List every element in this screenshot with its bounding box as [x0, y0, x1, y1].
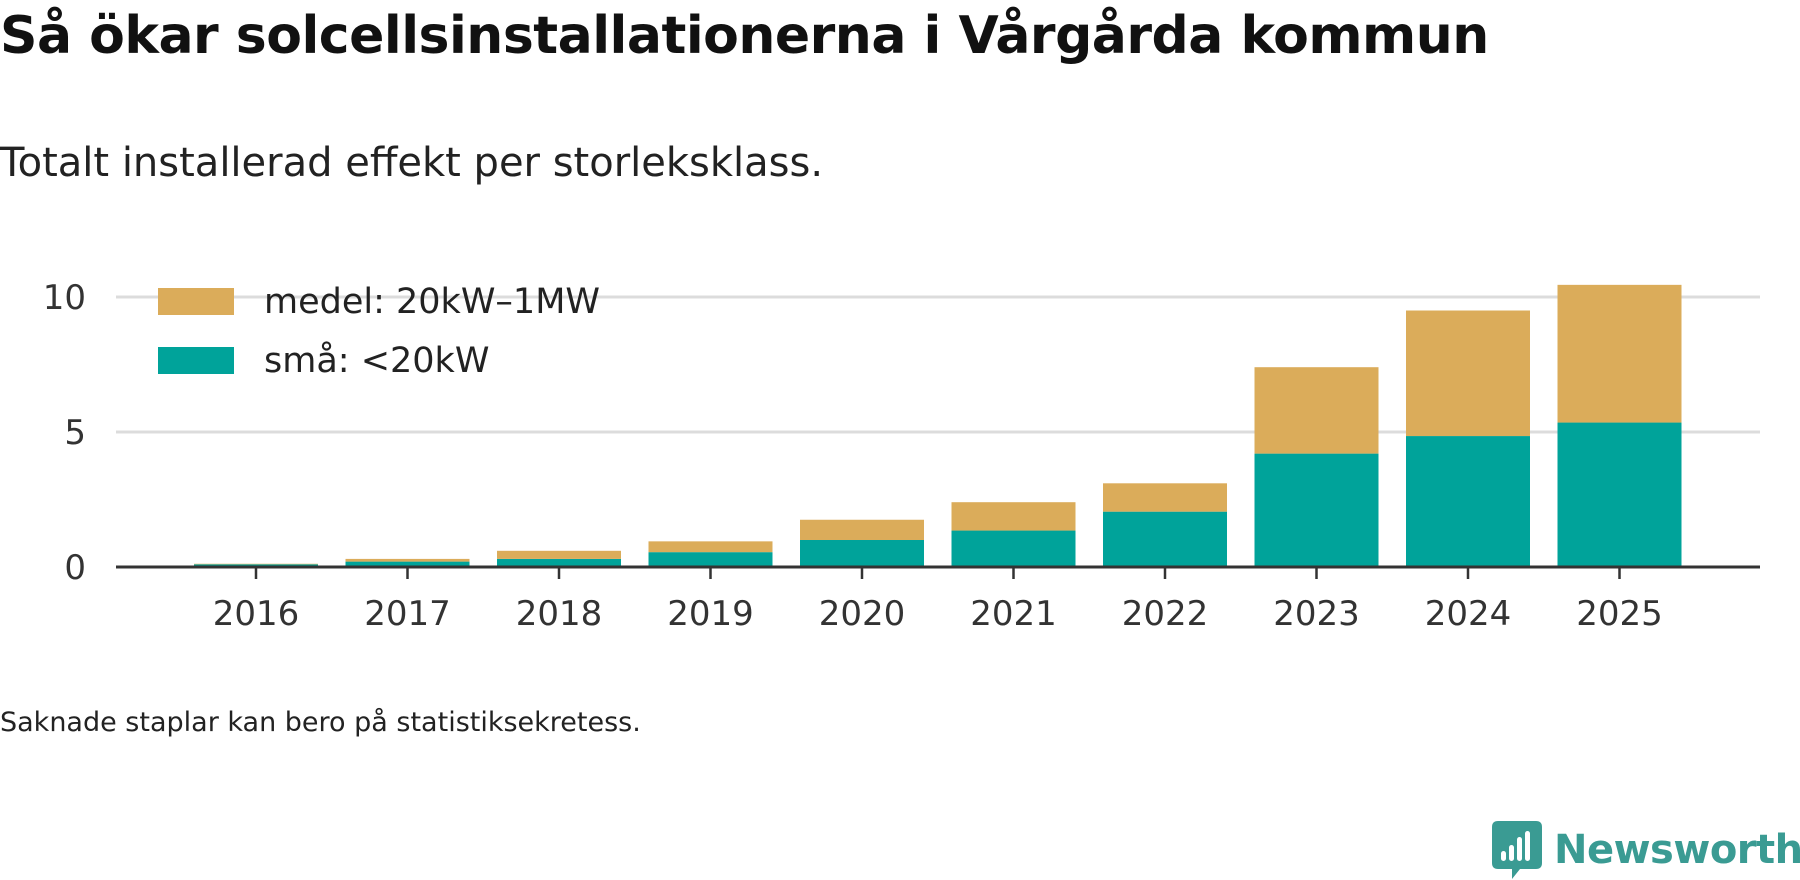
- bar-segment: [1103, 483, 1227, 512]
- x-tick-label: 2021: [970, 594, 1057, 634]
- legend-swatch: [158, 288, 234, 315]
- x-tick-label: 2019: [667, 594, 754, 634]
- bar-segment: [951, 502, 1076, 531]
- bar-segment: [1406, 436, 1530, 567]
- y-tick-label: 10: [43, 278, 86, 318]
- bar-segment: [1557, 284, 1682, 423]
- x-tick-label: 2024: [1425, 594, 1512, 634]
- bar-segment: [1254, 453, 1379, 567]
- newsworthy-logo-icon: [1492, 821, 1542, 879]
- bar-segment: [194, 563, 318, 565]
- bars: [194, 284, 1682, 567]
- brand-name: Newsworthy: [1554, 827, 1800, 873]
- bar-segment: [345, 561, 470, 567]
- bar-segment: [1254, 367, 1379, 454]
- bar-segment: [648, 541, 773, 553]
- bar-segment: [1557, 422, 1682, 567]
- bar-segment: [951, 530, 1076, 567]
- bar-segment: [497, 558, 621, 567]
- bar-segment: [1406, 310, 1530, 437]
- bar-chart: 0 5 10 2016 2017 2018 2019 2020 2021 2022 2023 2024…: [43, 278, 1760, 634]
- x-tick-label: 2025: [1576, 594, 1663, 634]
- legend-label: medel: 20kW–1MW: [264, 282, 600, 322]
- axes: 0 5 10 2016 2017 2018 2019 2020 2021 2022 2023 2024…: [43, 278, 1760, 634]
- chart-title: Så ökar solcellsinstallationerna i Vårgå…: [0, 6, 1489, 66]
- footnote: Saknade staplar kan bero på statistiksek…: [0, 707, 641, 738]
- x-tick-label: 2016: [213, 594, 300, 634]
- x-tick-label: 2023: [1273, 594, 1360, 634]
- bar-segment: [345, 558, 470, 562]
- bar-segment: [800, 519, 924, 540]
- x-tick-label: 2018: [516, 594, 603, 634]
- bar-segment: [648, 552, 773, 567]
- x-tick-label: 2020: [819, 594, 906, 634]
- legend: medel: 20kW–1MW små: <20kW: [158, 282, 600, 381]
- chart-subtitle: Totalt installerad effekt per storlekskl…: [0, 140, 824, 186]
- y-tick-label: 0: [64, 548, 86, 588]
- x-tick-label: 2022: [1122, 594, 1209, 634]
- y-tick-label: 5: [64, 413, 86, 453]
- bar-segment: [800, 540, 924, 567]
- bar-segment: [1103, 511, 1227, 567]
- bar-segment: [497, 550, 621, 559]
- legend-swatch: [158, 347, 234, 374]
- x-tick-label: 2017: [364, 594, 451, 634]
- legend-label: små: <20kW: [264, 340, 489, 381]
- brand-logo: Newsworthy: [1492, 820, 1800, 880]
